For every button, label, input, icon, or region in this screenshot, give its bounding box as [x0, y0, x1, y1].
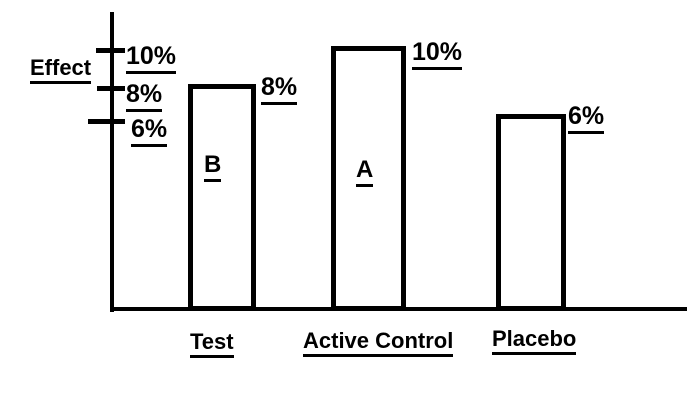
bar-placebo	[496, 114, 566, 311]
y-axis-line	[110, 12, 114, 312]
y-tick-mark-6pct	[88, 119, 125, 124]
y-tick-mark-8pct	[97, 86, 125, 91]
y-axis-title: Effect	[30, 57, 92, 84]
bar-value-label-active-control: 10%	[412, 40, 463, 70]
x-axis-label-placebo: Placebo	[492, 328, 577, 355]
bar-letter-active-control: A	[356, 158, 374, 187]
y-tick-label-8pct: 8%	[126, 82, 163, 112]
bar-test	[188, 84, 256, 311]
bar-active-control	[331, 46, 406, 311]
y-tick-label-6pct: 6%	[131, 117, 168, 147]
y-tick-label-10pct: 10%	[126, 44, 177, 74]
bar-letter-test: B	[204, 153, 222, 182]
x-axis-label-test: Test	[190, 331, 234, 358]
bar-value-label-placebo: 6%	[568, 104, 605, 134]
bar-value-label-test: 8%	[261, 75, 298, 105]
y-tick-mark-10pct	[96, 48, 125, 53]
x-axis-label-active-control: Active Control	[303, 330, 454, 357]
